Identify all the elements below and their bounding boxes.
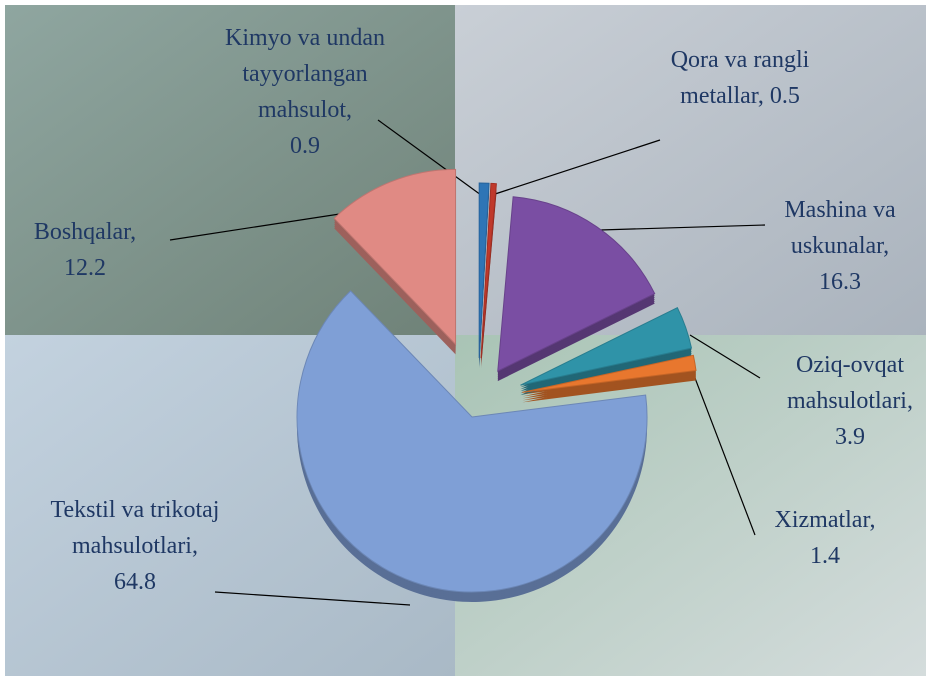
data-label: Tekstil va trikotaj mahsulotlari, 64.8 — [45, 492, 225, 600]
leader-line — [214, 591, 411, 606]
value-label: 0.5 — [769, 83, 800, 109]
slice — [480, 182, 497, 359]
leader-line — [599, 224, 766, 231]
category-label: Oziq-ovqat mahsulotlari, — [787, 352, 913, 414]
category-label: Boshqalar, — [33, 219, 137, 245]
slice — [497, 196, 656, 372]
category-label: Xizmatlar, — [774, 507, 876, 533]
slice — [520, 307, 693, 386]
slice-side — [481, 193, 497, 369]
data-label: Qora va rangli metallar, 0.5 — [670, 42, 810, 114]
leader-line — [689, 364, 756, 536]
value-label: 3.9 — [835, 424, 865, 450]
data-label: Kimyo va undan tayyorlangan mahsulot, 0.… — [225, 20, 385, 164]
data-label: Boshqalar, 12.2 — [15, 214, 155, 286]
value-label: 1.4 — [810, 543, 840, 569]
slice — [333, 168, 457, 346]
slice-side — [481, 191, 497, 367]
slice — [296, 290, 648, 593]
data-label: Mashina va uskunalar, 16.3 — [765, 192, 915, 300]
data-label: Oziq-ovqat mahsulotlari, 3.9 — [765, 347, 931, 455]
slice — [522, 354, 697, 393]
value-label: 16.3 — [819, 269, 861, 295]
leader-line — [377, 119, 482, 196]
value-label: 0.9 — [290, 133, 320, 159]
value-label: 12.2 — [64, 255, 106, 281]
value-label: 64.8 — [114, 569, 156, 595]
leader-line — [689, 334, 761, 379]
category-label: Tekstil va trikotaj mahsulotlari, — [50, 497, 220, 559]
photo — [5, 5, 455, 335]
category-label: Qora va rangli metallar, — [670, 47, 810, 109]
slice — [478, 182, 490, 359]
data-label: Xizmatlar, 1.4 — [760, 502, 890, 574]
category-label: Mashina va uskunalar, — [784, 197, 896, 259]
category-label: Kimyo va undan tayyorlangan mahsulot, — [225, 25, 385, 123]
leader-line — [491, 139, 661, 196]
slice-side — [481, 189, 497, 365]
